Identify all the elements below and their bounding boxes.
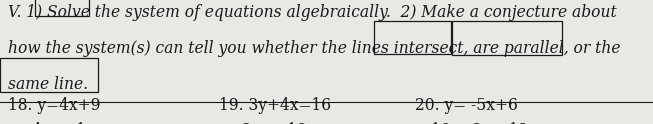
Text: how the system(s) can tell you whether the lines intersect, are parallel, or the: how the system(s) can tell you whether t… [8,40,620,57]
Bar [452,21,562,55]
Bar [35,0,89,16]
Text: 4x-y=1: 4x-y=1 [31,122,86,124]
Text: 2x-y=18: 2x-y=18 [242,122,306,124]
Text: same line.: same line. [8,76,88,93]
Text: 10x+2y =12: 10x+2y =12 [431,122,528,124]
Bar [0,58,98,92]
Text: V. 1) Solve the system of equations algebraically.  2) Make a conjecture about: V. 1) Solve the system of equations alge… [8,4,616,21]
Text: 18. y=4x+9: 18. y=4x+9 [8,97,101,114]
Bar [374,21,451,54]
Text: 20. y= -5x+6: 20. y= -5x+6 [415,97,518,114]
Text: 19. 3y+4x=16: 19. 3y+4x=16 [219,97,331,114]
